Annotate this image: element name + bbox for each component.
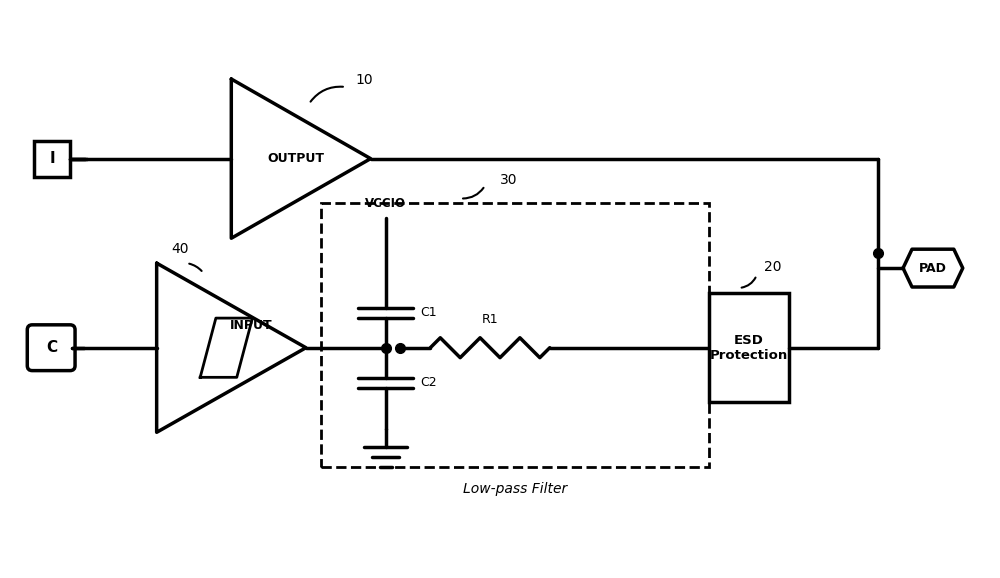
Text: C1: C1 bbox=[420, 306, 437, 320]
Text: OUTPUT: OUTPUT bbox=[267, 152, 324, 165]
Text: 40: 40 bbox=[172, 242, 189, 256]
FancyBboxPatch shape bbox=[32, 330, 70, 366]
FancyBboxPatch shape bbox=[27, 325, 75, 370]
Text: Low-pass Filter: Low-pass Filter bbox=[463, 482, 567, 496]
Text: INPUT: INPUT bbox=[230, 319, 273, 332]
Text: I: I bbox=[49, 151, 55, 166]
Text: PAD: PAD bbox=[919, 262, 947, 275]
Text: 20: 20 bbox=[764, 260, 781, 274]
Text: 10: 10 bbox=[356, 73, 373, 87]
Text: VCCIO: VCCIO bbox=[365, 197, 406, 210]
Text: C: C bbox=[47, 340, 58, 355]
Text: ESD
Protection: ESD Protection bbox=[710, 334, 788, 362]
Text: R1: R1 bbox=[482, 313, 498, 326]
Text: C2: C2 bbox=[420, 376, 437, 389]
FancyBboxPatch shape bbox=[34, 140, 70, 176]
FancyBboxPatch shape bbox=[709, 293, 789, 402]
Text: 30: 30 bbox=[500, 172, 518, 187]
